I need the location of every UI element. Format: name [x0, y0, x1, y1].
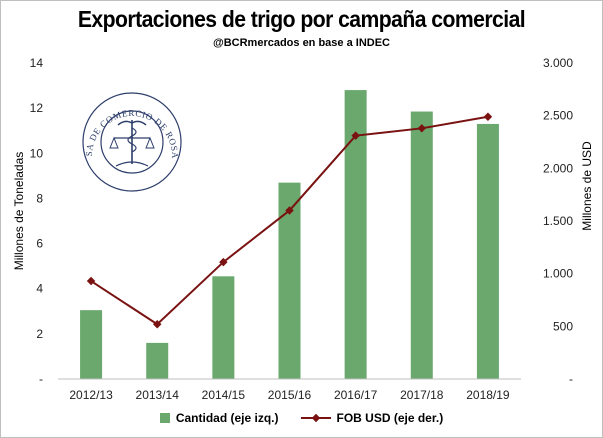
bar-2018/19	[476, 123, 499, 379]
seal-inner-ring	[100, 110, 164, 174]
seal-ribbon	[115, 161, 149, 167]
y-right-tick-label: 3.000	[543, 56, 573, 70]
y-left-tick-label: 12	[30, 101, 44, 115]
y-right-tick-label: 2.500	[543, 109, 573, 123]
legend-label-bars: Cantidad (eje izq.)	[175, 411, 279, 425]
y-left-tick-label: 6	[36, 237, 43, 251]
y-right-tick-label: 500	[553, 319, 573, 333]
legend-label-line: FOB USD (eje der.)	[336, 411, 444, 425]
legend-swatch-bars	[159, 413, 170, 423]
chart-title: Exportaciones de trigo por campaña comer…	[77, 6, 526, 32]
legend: Cantidad (eje izq.) FOB USD (eje der.)	[1, 411, 602, 425]
x-tick-label: 2013/14	[136, 388, 180, 402]
fob-marker-2015/16	[285, 206, 294, 215]
x-tick-label: 2016/17	[334, 388, 378, 402]
y-left-tick-label: -	[39, 372, 43, 386]
bar-2015/16	[278, 182, 301, 379]
fob-marker-2014/15	[219, 257, 228, 267]
x-tick-label: 2014/15	[202, 388, 246, 402]
legend-item-bars: Cantidad (eje izq.)	[159, 411, 279, 425]
chart-subtitle: @BCRmercados en base a INDEC	[212, 37, 390, 49]
y-left-axis-title: Millones de Toneladas	[12, 152, 26, 271]
y-left-tick-label: 4	[36, 282, 43, 296]
bars-layer	[80, 90, 499, 380]
x-tick-label: 2017/18	[400, 388, 444, 402]
axes-layer: - 2 4 6 8 10 12 14 - 500 1.000 1.500 2.000 2.500 3.000…	[12, 56, 594, 402]
fob-marker-2016/17	[351, 131, 360, 140]
seal-serpent	[127, 127, 137, 153]
bar-2012/13	[80, 310, 103, 379]
bar-2016/17	[344, 90, 367, 379]
y-right-tick-label: 1.500	[543, 214, 573, 228]
logo-seal: BOLSA DE COMERCIO DE ROSARIO	[1, 1, 182, 192]
fob-marker-2018/19	[483, 112, 493, 121]
y-left-tick-label: 2	[36, 327, 43, 341]
y-left-tick-label: 10	[30, 146, 44, 160]
bar-2013/14	[146, 342, 169, 379]
y-right-tick-label: -	[569, 372, 573, 386]
x-tick-label: 2015/16	[268, 388, 312, 402]
fob-marker-2017/18	[417, 124, 427, 133]
bar-2017/18	[410, 111, 433, 380]
seal-scale-left	[109, 136, 119, 149]
fob-marker-2013/14	[152, 319, 162, 329]
legend-swatch-line	[300, 413, 331, 423]
seal-wings	[117, 120, 147, 126]
y-right-tick-label: 1.000	[543, 267, 573, 281]
line-layer	[86, 112, 493, 329]
x-tick-label: 2012/13	[69, 388, 113, 402]
legend-item-line: FOB USD (eje der.)	[300, 411, 444, 425]
seal-scale-right	[145, 136, 155, 149]
x-tick-label: 2018/19	[466, 388, 510, 402]
fob-marker-2012/13	[86, 276, 96, 286]
y-left-tick-label: 14	[30, 56, 44, 70]
y-left-tick-label: 8	[36, 191, 43, 205]
y-right-axis-title: Millones de USD	[580, 141, 594, 231]
y-right-tick-label: 2.000	[543, 161, 573, 175]
bar-2014/15	[212, 276, 235, 379]
